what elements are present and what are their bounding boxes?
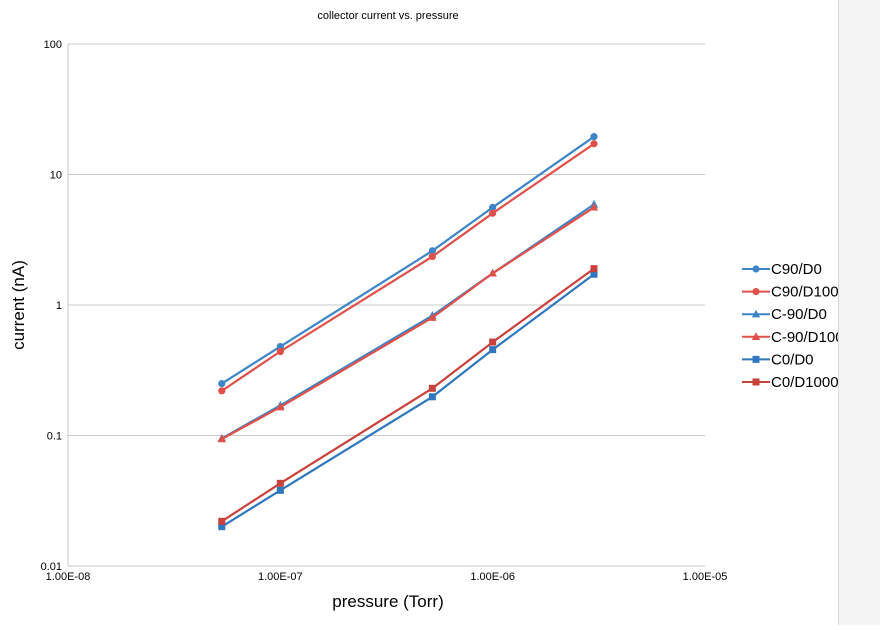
- data-point: [428, 313, 437, 321]
- y-tick-label: 1: [56, 300, 62, 312]
- legend-marker: [752, 288, 760, 296]
- legend-item: C-90/D1000: [742, 329, 852, 346]
- data-point: [590, 270, 598, 278]
- gridlines: [67, 43, 705, 567]
- data-point: [488, 268, 497, 277]
- data-point: [428, 247, 436, 255]
- data-point: [276, 479, 284, 487]
- legend-item: C90/D0: [742, 261, 822, 278]
- data-point: [590, 265, 598, 273]
- data-point: [489, 346, 497, 354]
- legend-marker: [751, 332, 761, 340]
- data-point: [218, 379, 226, 388]
- legend-label: C-90/D0: [771, 306, 827, 323]
- legend-label: C90/D0: [771, 261, 822, 278]
- x-tick-label: 1.00E-05: [683, 571, 728, 583]
- legend-marker: [752, 355, 760, 363]
- series-3: [217, 202, 599, 443]
- data-point: [428, 384, 436, 392]
- y-axis-title: current (nA): [9, 260, 28, 350]
- data-point: [276, 342, 284, 351]
- y-tick-label: 100: [44, 39, 62, 51]
- series-4: [218, 270, 598, 531]
- x-axis-title: pressure (Torr): [332, 592, 443, 611]
- data-point: [489, 209, 497, 217]
- data-point: [428, 252, 436, 261]
- series-0: [218, 133, 598, 388]
- series-2: [217, 199, 599, 442]
- tick-labels: 0.01 0.1 1 10 100 1.00E-08 1.00E-07 1.00E-06 1.0…: [41, 39, 728, 583]
- legend-item: C90/D1000: [742, 284, 847, 301]
- legend-item: C0/D0: [742, 351, 814, 368]
- data-point: [589, 202, 599, 211]
- y-tick-label: 0.1: [47, 431, 62, 443]
- legend-label: C90/D1000: [771, 284, 847, 301]
- y-tick-label: 10: [50, 170, 62, 182]
- legend-label: C-90/D1000: [771, 329, 852, 346]
- x-tick-label: 1.00E-07: [258, 571, 303, 583]
- x-tick-label: 1.00E-06: [470, 571, 515, 583]
- x-tick-label: 1.00E-08: [46, 571, 91, 583]
- data-point: [590, 133, 598, 141]
- legend-label: C0/D0: [771, 351, 814, 368]
- data-point: [428, 393, 436, 401]
- y-tick-label: 0.01: [41, 561, 62, 573]
- legend: C90/D0 C90/D1000 C-90/D0 C-90/D1000 C0/D0 C0/…: [742, 261, 852, 391]
- panel-edge: [838, 0, 880, 625]
- series-lines: [217, 133, 599, 531]
- data-point: [276, 486, 284, 494]
- chart-title: collector current vs. pressure: [317, 10, 458, 22]
- series-5: [218, 265, 598, 525]
- data-point: [489, 203, 497, 211]
- data-point: [590, 140, 598, 148]
- data-point: [489, 338, 497, 346]
- legend-label: C0/D1000: [771, 374, 839, 391]
- legend-item: C0/D1000: [742, 374, 839, 391]
- legend-marker: [752, 265, 760, 273]
- series-1: [218, 140, 598, 395]
- data-point: [276, 402, 285, 411]
- legend-item: C-90/D0: [742, 306, 827, 323]
- data-point: [218, 523, 226, 531]
- data-point: [218, 387, 226, 395]
- data-point: [276, 347, 284, 356]
- data-point: [217, 434, 226, 443]
- legend-marker: [752, 378, 760, 386]
- data-point: [218, 517, 226, 525]
- legend-marker: [751, 309, 761, 318]
